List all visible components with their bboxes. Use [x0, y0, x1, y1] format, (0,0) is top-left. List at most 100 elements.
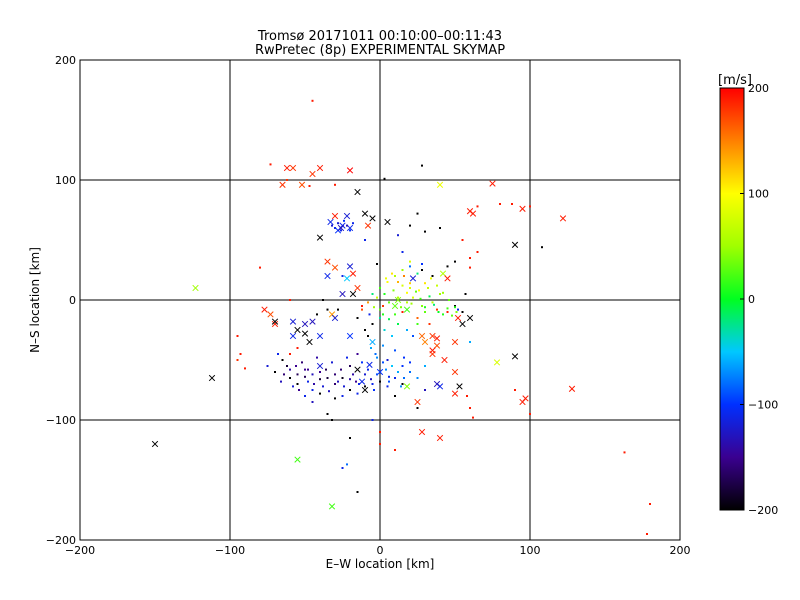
dot-marker-point — [424, 389, 426, 391]
x-marker-point — [331, 264, 339, 271]
dot-marker-point — [280, 380, 282, 383]
x-marker-point — [493, 359, 501, 366]
dot-marker-point — [409, 361, 411, 364]
dot-marker-point — [326, 377, 329, 379]
dot-marker-point — [424, 306, 426, 309]
plot-area: −200 −100 0 100 200 −200 −100 0 100 200 — [46, 54, 691, 557]
colorbar-tick-label: 200 — [748, 82, 769, 95]
x-marker-point — [346, 167, 354, 174]
x-marker-point — [418, 332, 426, 340]
dot-marker-point — [476, 251, 479, 253]
dot-marker-point — [455, 311, 458, 313]
dot-marker-point — [341, 377, 344, 379]
x-tick-label: −200 — [65, 544, 95, 557]
dot-marker-point — [343, 385, 345, 388]
dot-marker-point — [466, 395, 468, 397]
x-marker-point — [409, 275, 417, 282]
dot-marker-point — [427, 287, 429, 289]
x-marker-point — [451, 368, 459, 376]
dot-marker-point — [371, 323, 374, 325]
dot-marker-point — [337, 380, 339, 383]
x-marker-point — [436, 434, 444, 442]
x-marker-point — [469, 210, 477, 217]
dot-marker-point — [431, 301, 434, 304]
x-marker-point — [433, 335, 441, 342]
dot-marker-point — [376, 356, 378, 359]
x-marker-point — [298, 181, 306, 188]
dot-marker-point — [401, 383, 404, 385]
x-marker-point — [361, 386, 369, 394]
dot-marker-point — [416, 377, 419, 379]
dot-marker-point — [451, 314, 453, 317]
y-tick-label: 100 — [55, 174, 76, 187]
dot-marker-point — [322, 299, 324, 301]
x-marker-point — [519, 205, 526, 212]
dot-marker-point — [289, 353, 291, 355]
dot-marker-point — [397, 323, 399, 325]
dot-marker-point — [421, 269, 423, 271]
dot-marker-point — [416, 407, 419, 409]
dot-marker-point — [514, 389, 516, 391]
dot-marker-point — [367, 368, 369, 371]
dot-marker-point — [394, 349, 396, 352]
x-marker-point — [403, 306, 411, 313]
x-tick-label: 200 — [670, 544, 691, 557]
dot-marker-point — [388, 301, 390, 304]
dot-marker-point — [328, 390, 330, 393]
dot-marker-point — [623, 451, 626, 454]
dot-marker-point — [308, 185, 311, 187]
x-marker-point — [414, 398, 421, 406]
dot-marker-point — [376, 296, 378, 299]
dot-marker-point — [296, 383, 299, 385]
x-marker-point — [271, 320, 279, 328]
dot-marker-point — [376, 373, 378, 376]
x-marker-point — [366, 361, 373, 368]
dot-marker-point — [436, 284, 438, 287]
dot-marker-point — [439, 227, 441, 229]
dot-marker-point — [401, 365, 404, 367]
x-marker-point — [354, 366, 361, 373]
x-marker-point — [316, 332, 324, 340]
dot-marker-point — [403, 356, 405, 359]
x-axis-ticks: −200 −100 0 100 200 — [65, 544, 691, 557]
x-marker-point — [346, 332, 354, 340]
dot-marker-point — [340, 229, 342, 232]
dot-marker-point — [421, 164, 423, 167]
x-marker-point — [192, 284, 199, 292]
dot-marker-point — [409, 224, 411, 227]
dot-marker-point — [397, 371, 399, 373]
dot-marker-point — [436, 308, 438, 311]
dot-marker-point — [301, 361, 303, 364]
dot-marker-point — [298, 389, 300, 391]
dot-marker-point — [274, 371, 276, 373]
dot-marker-point — [373, 306, 375, 309]
x-marker-point — [316, 234, 324, 241]
dot-marker-point — [307, 368, 309, 371]
dot-marker-point — [401, 251, 404, 253]
dot-marker-point — [454, 306, 456, 309]
dot-marker-point — [311, 401, 314, 403]
dot-marker-point — [334, 383, 336, 385]
dot-marker-point — [289, 368, 291, 371]
x-marker-point — [289, 332, 297, 340]
dot-marker-point — [326, 413, 329, 415]
dot-marker-point — [476, 205, 479, 208]
dot-marker-point — [461, 239, 464, 241]
dot-marker-point — [412, 296, 414, 299]
dot-marker-point — [379, 380, 381, 383]
x-marker-point — [511, 241, 519, 248]
dot-marker-point — [424, 365, 426, 367]
dot-marker-point — [391, 365, 393, 367]
dot-marker-point — [236, 335, 239, 337]
y-tick-label: 0 — [69, 294, 76, 307]
x-marker-point — [306, 338, 313, 346]
dot-marker-point — [346, 463, 348, 466]
dot-marker-point — [416, 272, 419, 275]
x-marker-point — [384, 218, 391, 226]
dot-marker-point — [397, 296, 399, 299]
x-marker-point — [283, 164, 291, 172]
dot-marker-point — [371, 383, 374, 385]
dot-marker-point — [281, 359, 284, 361]
dot-marker-point — [392, 289, 395, 292]
dot-marker-point — [388, 375, 390, 378]
